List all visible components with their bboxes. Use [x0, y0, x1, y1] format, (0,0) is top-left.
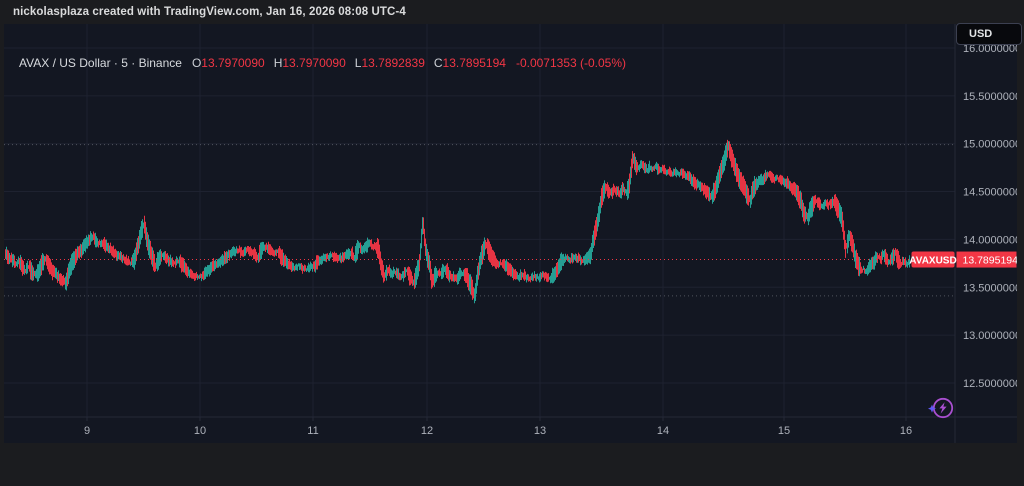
ohlc-close: C13.7895194 [433, 56, 506, 70]
price-axis-label: 12.5000000 [963, 378, 1017, 390]
attribution-text: nickolasplaza created with TradingView.c… [13, 6, 406, 18]
high-low-lines [4, 144, 955, 297]
price-tag: AVAXUSD 13.7895194 [909, 251, 1018, 268]
price-axis-label: 14.5000000 [963, 187, 1017, 199]
boost-icon[interactable] [926, 392, 958, 424]
footer-bar: TradingView [0, 443, 1024, 486]
time-axis-label: 12 [421, 425, 433, 437]
chart-area[interactable]: 16.0000000 15.5000000 15.0000000 14.5000000… [4, 24, 1017, 443]
price-change: -0.0071353 (-0.05%) [515, 56, 627, 70]
price-axis-label: 13.0000000 [963, 330, 1017, 342]
candle-series [5, 139, 910, 304]
attribution-bar: nickolasplaza created with TradingView.c… [0, 0, 1024, 24]
price-axis-label: 13.5000000 [963, 282, 1017, 294]
time-axis-label: 11 [307, 425, 318, 437]
chart-legend: AVAX / US Dollar · 5 · Binance O13.79700… [19, 55, 626, 71]
ohlc-open: O13.7970090 [191, 56, 265, 70]
time-axis-label: 10 [194, 425, 206, 437]
price-axis-label: 15.5000000 [963, 91, 1017, 103]
ohlc-high: H13.7970090 [273, 56, 346, 70]
symbol-tag-label: AVAXUSD [909, 255, 956, 266]
time-axis-label: 9 [84, 425, 90, 437]
time-scale[interactable]: 9 10 11 12 13 14 15 16 [84, 417, 912, 437]
price-axis-label: 15.0000000 [963, 139, 1017, 151]
time-axis-label: 15 [778, 425, 790, 437]
price-axis-label: 14.0000000 [963, 234, 1017, 246]
grid [4, 24, 955, 417]
time-axis-label: 16 [900, 425, 912, 437]
chart-canvas[interactable]: 16.0000000 15.5000000 15.0000000 14.5000000… [4, 24, 1017, 443]
time-axis-label: 14 [657, 425, 669, 437]
ohlc-low: L13.7892839 [354, 56, 425, 70]
currency-toggle-button[interactable]: USD [956, 23, 1022, 45]
price-scale[interactable]: 16.0000000 15.5000000 15.0000000 14.5000000… [963, 43, 1017, 390]
price-axis-label: 16.0000000 [963, 43, 1017, 55]
spark-icon [928, 404, 936, 413]
symbol-title[interactable]: AVAX / US Dollar · 5 · Binance [19, 56, 182, 70]
time-axis-label: 13 [534, 425, 546, 437]
price-tag-value: 13.7895194 [963, 254, 1018, 266]
lightning-bolt-icon [939, 402, 947, 414]
